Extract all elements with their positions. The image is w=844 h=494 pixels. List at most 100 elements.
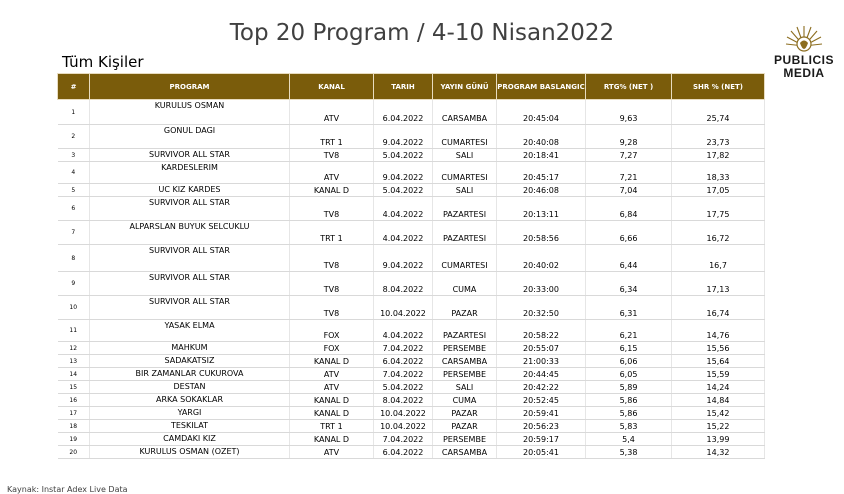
- yayin-gunu-cell: PAZAR: [432, 295, 497, 320]
- program-cell: SURVIVOR ALL STAR: [89, 295, 290, 320]
- shr-cell: 23,73: [671, 124, 765, 149]
- kanal-cell: ATV: [289, 367, 374, 381]
- rtg-cell: 5,83: [585, 419, 672, 433]
- baslangic-cell: 20:55:07: [496, 341, 586, 355]
- table-row: 18 TESKILAT TRT 1 10.04.2022 PAZAR 20:56:23 5,…: [57, 419, 765, 433]
- baslangic-cell: 20:59:17: [496, 432, 586, 446]
- column-header-kanal: KANAL: [289, 73, 374, 100]
- publicis-media-logo: PUBLICIS MEDIA: [773, 24, 835, 80]
- baslangic-cell: 20:32:50: [496, 295, 586, 320]
- table-row: 16 ARKA SOKAKLAR KANAL D 8.04.2022 CUMA 20:52…: [57, 393, 765, 407]
- column-header-program-baslangic: PROGRAM BASLANGIC: [496, 73, 586, 100]
- rtg-cell: 6,44: [585, 244, 672, 272]
- yayin-gunu-cell: PERSEMBE: [432, 367, 497, 381]
- baslangic-cell: 20:56:23: [496, 419, 586, 433]
- rtg-cell: 6,31: [585, 295, 672, 320]
- table-row: 8 SURVIVOR ALL STAR TV8 9.04.2022 CUMARTESI 2…: [57, 244, 765, 272]
- rtg-cell: 7,27: [585, 148, 672, 162]
- table-header-row: # PROGRAM KANAL TARIH YAYIN GÜNÜ PROGRAM…: [57, 73, 765, 100]
- shr-cell: 18,33: [671, 161, 765, 184]
- top-programs-table: # PROGRAM KANAL TARIH YAYIN GÜNÜ PROGRAM…: [57, 73, 765, 459]
- shr-cell: 15,59: [671, 367, 765, 381]
- column-header-yayin-gunu: YAYIN GÜNÜ: [432, 73, 497, 100]
- tarih-cell: 8.04.2022: [373, 271, 433, 296]
- program-cell: SURVIVOR ALL STAR: [89, 271, 290, 296]
- rank-cell: 12: [57, 341, 90, 355]
- program-cell: ARKA SOKAKLAR: [89, 393, 290, 407]
- program-cell: YARGI: [89, 406, 290, 420]
- rtg-cell: 6,84: [585, 196, 672, 221]
- rank-cell: 19: [57, 432, 90, 446]
- kanal-cell: FOX: [289, 341, 374, 355]
- table-row: 12 MAHKUM FOX 7.04.2022 PERSEMBE 20:55:07 6,15…: [57, 341, 765, 355]
- baslangic-cell: 20:13:11: [496, 196, 586, 221]
- rank-cell: 11: [57, 319, 90, 342]
- program-cell: KURULUS OSMAN: [89, 99, 290, 125]
- tarih-cell: 5.04.2022: [373, 380, 433, 394]
- table-row: 19 CAMDAKI KIZ KANAL D 7.04.2022 PERSEMBE 20:…: [57, 432, 765, 446]
- yayin-gunu-cell: PAZARTESI: [432, 220, 497, 245]
- tarih-cell: 6.04.2022: [373, 445, 433, 459]
- table-row: 9 SURVIVOR ALL STAR TV8 8.04.2022 CUMA 20:33:…: [57, 271, 765, 296]
- rtg-cell: 6,05: [585, 367, 672, 381]
- column-header-rtg: RTG% (NET ): [585, 73, 672, 100]
- rank-cell: 15: [57, 380, 90, 394]
- rank-cell: 2: [57, 124, 90, 149]
- rtg-cell: 5,4: [585, 432, 672, 446]
- yayin-gunu-cell: SALI: [432, 148, 497, 162]
- baslangic-cell: 21:00:33: [496, 354, 586, 368]
- yayin-gunu-cell: CUMARTESI: [432, 124, 497, 149]
- yayin-gunu-cell: PERSEMBE: [432, 432, 497, 446]
- shr-cell: 25,74: [671, 99, 765, 125]
- table-row: 20 KURULUS OSMAN (OZET) ATV 6.04.2022 CARSAM…: [57, 445, 765, 459]
- yayin-gunu-cell: SALI: [432, 183, 497, 197]
- rtg-cell: 5,86: [585, 406, 672, 420]
- column-header-program: PROGRAM: [89, 73, 290, 100]
- shr-cell: 14,32: [671, 445, 765, 459]
- baslangic-cell: 20:58:22: [496, 319, 586, 342]
- yayin-gunu-cell: PAZARTESI: [432, 319, 497, 342]
- table-row: 11 YASAK ELMA FOX 4.04.2022 PAZARTESI 20:58:2…: [57, 319, 765, 342]
- kanal-cell: ATV: [289, 445, 374, 459]
- program-cell: DESTAN: [89, 380, 290, 394]
- program-cell: SURVIVOR ALL STAR: [89, 148, 290, 162]
- tarih-cell: 5.04.2022: [373, 183, 433, 197]
- rank-cell: 17: [57, 406, 90, 420]
- tarih-cell: 8.04.2022: [373, 393, 433, 407]
- kanal-cell: TV8: [289, 271, 374, 296]
- rank-cell: 7: [57, 220, 90, 245]
- table-row: 7 ALPARSLAN BUYUK SELCUKLU TRT 1 4.04.2022 P…: [57, 220, 765, 245]
- shr-cell: 16,7: [671, 244, 765, 272]
- shr-cell: 16,74: [671, 295, 765, 320]
- yayin-gunu-cell: CUMA: [432, 393, 497, 407]
- tarih-cell: 4.04.2022: [373, 319, 433, 342]
- kanal-cell: TRT 1: [289, 220, 374, 245]
- kanal-cell: FOX: [289, 319, 374, 342]
- yayin-gunu-cell: PAZARTESI: [432, 196, 497, 221]
- shr-cell: 15,22: [671, 419, 765, 433]
- audience-label: Tüm Kişiler: [62, 53, 144, 71]
- shr-cell: 17,82: [671, 148, 765, 162]
- program-cell: KARDESLERIM: [89, 161, 290, 184]
- yayin-gunu-cell: CARSAMBA: [432, 354, 497, 368]
- rank-cell: 9: [57, 271, 90, 296]
- yayin-gunu-cell: CUMA: [432, 271, 497, 296]
- tarih-cell: 7.04.2022: [373, 341, 433, 355]
- table-row: 13 SADAKATSIZ KANAL D 6.04.2022 CARSAMBA 21:0…: [57, 354, 765, 368]
- shr-cell: 14,76: [671, 319, 765, 342]
- baslangic-cell: 20:44:45: [496, 367, 586, 381]
- shr-cell: 15,64: [671, 354, 765, 368]
- kanal-cell: KANAL D: [289, 354, 374, 368]
- rtg-cell: 6,21: [585, 319, 672, 342]
- tarih-cell: 4.04.2022: [373, 220, 433, 245]
- table-row: 6 SURVIVOR ALL STAR TV8 4.04.2022 PAZARTESI 2…: [57, 196, 765, 221]
- yayin-gunu-cell: SALI: [432, 380, 497, 394]
- baslangic-cell: 20:59:41: [496, 406, 586, 420]
- tarih-cell: 9.04.2022: [373, 124, 433, 149]
- tarih-cell: 5.04.2022: [373, 148, 433, 162]
- table-row: 15 DESTAN ATV 5.04.2022 SALI 20:42:22 5,89 14,2…: [57, 380, 765, 394]
- rtg-cell: 6,66: [585, 220, 672, 245]
- kanal-cell: KANAL D: [289, 183, 374, 197]
- rank-cell: 4: [57, 161, 90, 184]
- kanal-cell: ATV: [289, 380, 374, 394]
